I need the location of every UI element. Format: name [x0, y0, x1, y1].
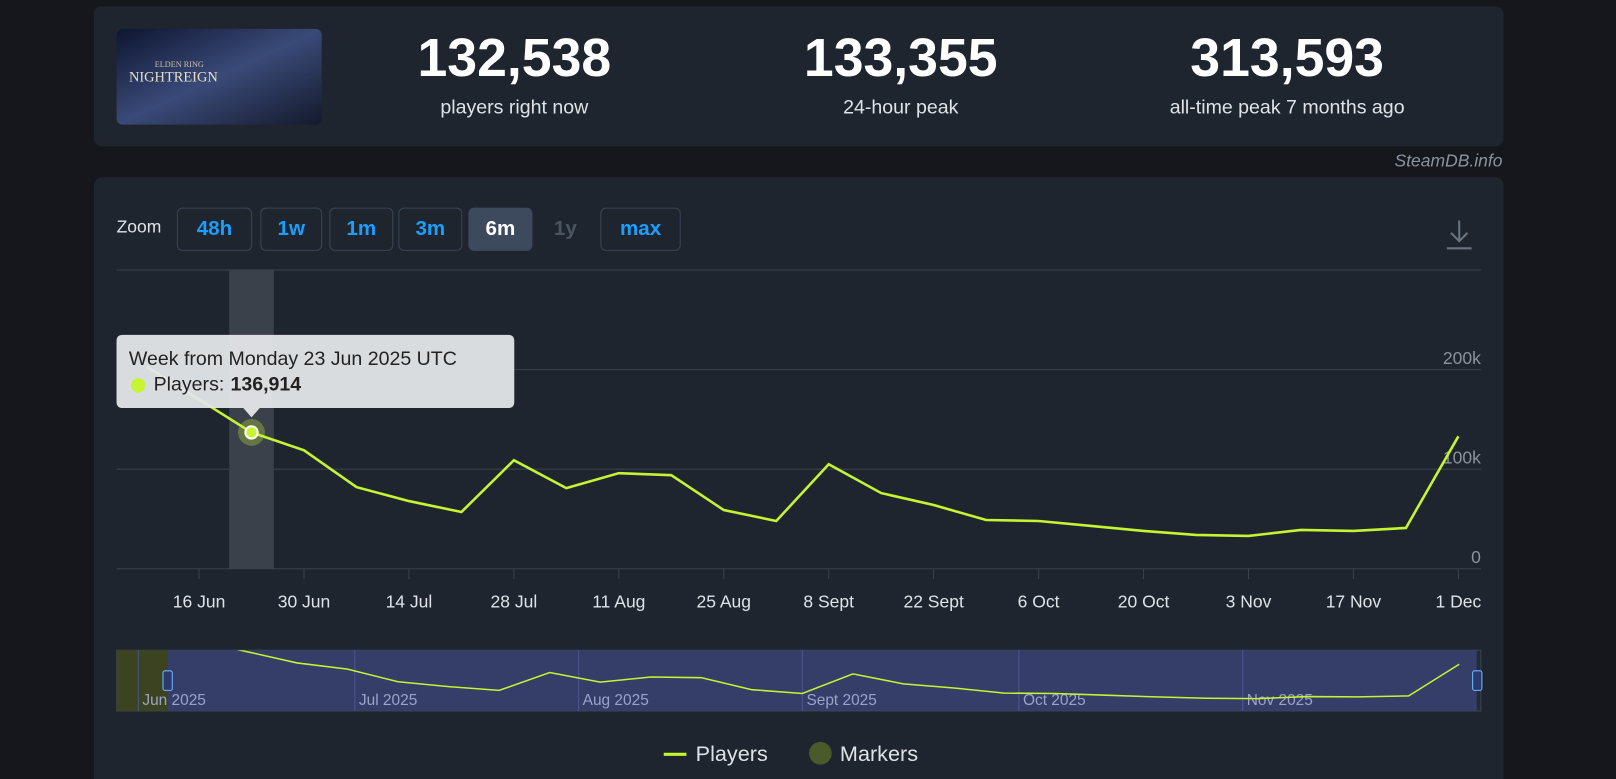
zoom-button[interactable]	[468, 207, 533, 251]
navigator-handle[interactable]	[1472, 670, 1483, 691]
x-tick-label: 25 Aug	[697, 591, 751, 611]
navigator-label: Nov 2025	[1247, 692, 1313, 709]
y-tick-label: 100k	[1443, 448, 1481, 468]
tooltip-box	[116, 334, 515, 418]
stat-value: 133,355	[804, 28, 998, 88]
stat-label: all-time peak 7 months ago	[1170, 96, 1405, 118]
tooltip-row: Players: 136,914	[154, 374, 302, 396]
x-tick-label: 14 Jul	[386, 591, 433, 611]
x-tick-label: 1 Dec	[1436, 591, 1482, 611]
navigator-label: Jun 2025	[142, 692, 206, 709]
x-tick-label: 17 Nov	[1326, 591, 1382, 611]
zoom-button-label: 1y	[554, 217, 577, 240]
x-tick-label: 20 Oct	[1118, 591, 1170, 611]
legend-label[interactable]: Players	[696, 741, 768, 766]
logo-line: NIGHTREIGN	[129, 70, 218, 86]
zoom-button[interactable]	[600, 207, 681, 251]
navigator-handle[interactable]	[162, 670, 173, 691]
y-tick-label: 200k	[1443, 348, 1481, 368]
stat-label: 24-hour peak	[843, 96, 959, 118]
navigator-outside	[116, 650, 168, 711]
x-tick-label: 22 Sept	[903, 591, 963, 611]
navigator-label: Oct 2025	[1023, 692, 1086, 709]
stat-value: 132,538	[417, 28, 611, 88]
navigator-selection[interactable]	[167, 650, 1477, 711]
zoom-button-label[interactable]: 48h	[197, 217, 233, 240]
zoom-button[interactable]	[329, 207, 394, 251]
navigator-plot	[236, 650, 1460, 700]
stat-value: 313,593	[1190, 28, 1384, 88]
tooltip-swatch	[130, 378, 146, 393]
navigator-line	[236, 650, 1460, 700]
tooltip-value: 136,914	[230, 374, 301, 396]
x-tick-label: 11 Aug	[592, 591, 645, 611]
x-tick-label: 16 Jun	[173, 591, 226, 611]
credit[interactable]: SteamDB.info	[1395, 150, 1503, 170]
hover-point	[244, 425, 259, 440]
y-tick-label: 0	[1471, 547, 1481, 567]
zoom-button-label[interactable]: 3m	[415, 217, 445, 240]
plot	[145, 365, 1460, 538]
navigator-label: Aug 2025	[583, 692, 649, 709]
x-tick-label: 28 Jul	[491, 591, 538, 611]
game-image[interactable]	[116, 28, 322, 125]
logo-line: ELDEN RING	[155, 60, 204, 69]
stats-panel	[93, 6, 1504, 147]
x-tick-label: 6 Oct	[1018, 591, 1060, 611]
navigator-label: Sept 2025	[806, 692, 876, 709]
zoom-button[interactable]	[260, 207, 323, 251]
x-tick-label: 30 Jun	[278, 591, 331, 611]
zoom-button-label[interactable]: 6m	[486, 217, 516, 240]
stat-label: players right now	[440, 96, 589, 118]
zoom-button[interactable]	[176, 207, 253, 251]
navigator-label: Jul 2025	[359, 692, 417, 709]
hover-band	[229, 269, 274, 569]
zoom-label: Zoom	[117, 216, 162, 236]
zoom-button[interactable]	[398, 207, 463, 251]
download-icon[interactable]	[1446, 220, 1472, 250]
zoom-button-label[interactable]: max	[620, 217, 662, 240]
zoom-button-label[interactable]: 1w	[278, 217, 306, 240]
x-tick-label: 3 Nov	[1226, 591, 1272, 611]
tooltip-series: Players:	[154, 374, 225, 396]
legend-label[interactable]: Markers	[840, 741, 918, 766]
zoom-button-label[interactable]: 1m	[346, 217, 376, 240]
x-tick-label: 8 Sept	[803, 591, 854, 611]
series-line	[145, 365, 1460, 538]
tooltip-title: Week from Monday 23 Jun 2025 UTC	[129, 348, 457, 370]
legend-marker	[809, 741, 832, 765]
chart-panel	[93, 177, 1504, 779]
